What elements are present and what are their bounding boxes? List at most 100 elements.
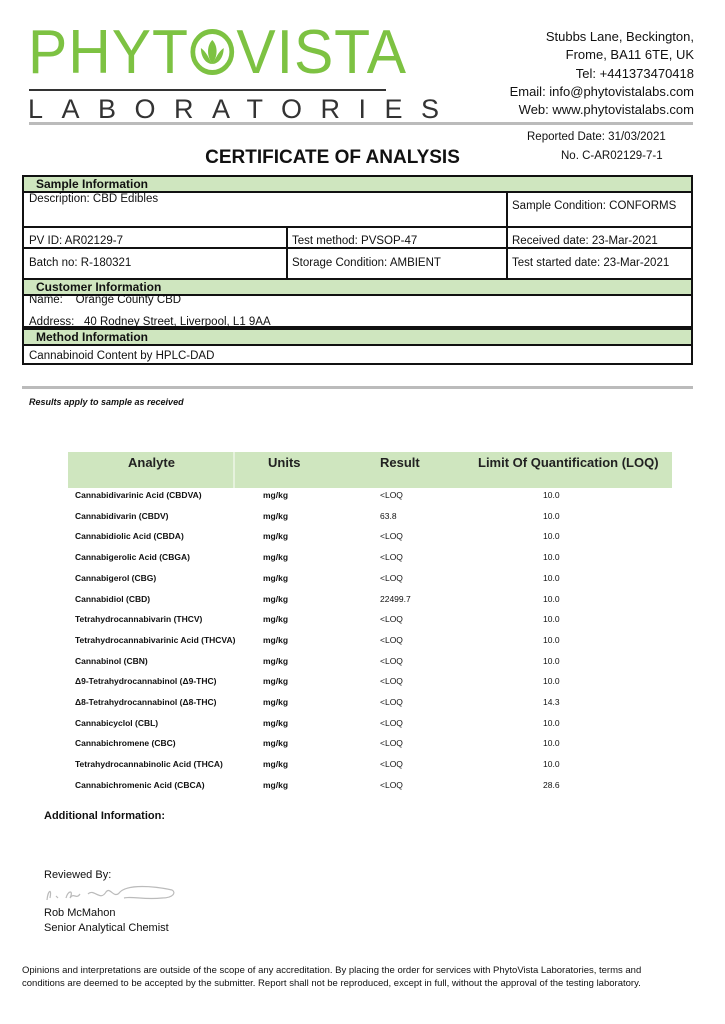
customer-information-box: Customer Information Name: Orange County… xyxy=(22,278,693,328)
test-started-date: Test started date: 23-Mar-2021 xyxy=(512,257,670,269)
cell-units: mg/kg xyxy=(263,572,289,583)
email: Email: info@phytovistalabs.com xyxy=(509,83,694,99)
leaf-logo-icon xyxy=(190,29,235,75)
cell-units: mg/kg xyxy=(263,697,289,707)
cell-result: <LOQ xyxy=(380,572,403,583)
cell-analyte: Cannabidiol (CBD) xyxy=(75,593,151,604)
cell-analyte: Cannabigerolic Acid (CBGA) xyxy=(75,552,190,563)
cell-units: mg/kg xyxy=(263,676,289,687)
cell-analyte: Tetrahydrocannabivarin (THCV) xyxy=(75,614,203,625)
cell-analyte: Cannabigerol (CBG) xyxy=(75,572,157,583)
cell-units: mg/kg xyxy=(263,779,289,790)
table-row: Cannabichromene (CBC) mg/kg <LOQ 10.0 xyxy=(75,738,675,758)
additional-information-label: Additional Information: xyxy=(44,810,165,822)
cell-result: <LOQ xyxy=(380,655,403,666)
test-method: Test method: PVSOP-47 xyxy=(292,235,418,247)
batch-number: Batch no: R-180321 xyxy=(29,257,132,269)
table-row: Cannabidiol (CBD) mg/kg 22499.7 10.0 xyxy=(75,594,675,614)
cell-units: mg/kg xyxy=(263,738,289,749)
cell-analyte: Cannabichromene (CBC) xyxy=(75,738,176,749)
table-row: Cannabigerolic Acid (CBGA) mg/kg <LOQ 10.0 xyxy=(75,552,675,572)
cell-units: mg/kg xyxy=(263,655,289,666)
cell-result: <LOQ xyxy=(380,717,403,728)
sample-information-box: Sample Information Description: CBD Edib… xyxy=(22,175,693,290)
method: Cannabinoid Content by HPLC-DAD xyxy=(29,350,215,362)
cell-result: <LOQ xyxy=(380,676,403,687)
signature xyxy=(46,885,175,901)
results-note: Results apply to sample as received xyxy=(29,397,184,407)
cell-units: mg/kg xyxy=(263,510,289,521)
column-header-loq: Limit Of Quantification (LOQ) xyxy=(478,455,659,470)
cell-loq: 10.0 xyxy=(543,759,560,770)
cell-loq: 10.0 xyxy=(543,738,560,749)
table-row: Tetrahydrocannabinolic Acid (THCA) mg/kg <… xyxy=(75,759,675,779)
table-row: Cannabidiolic Acid (CBDA) mg/kg <LOQ 10.0 xyxy=(75,531,675,551)
cell-loq: 10.0 xyxy=(543,490,560,500)
cell-units: mg/kg xyxy=(263,759,289,770)
section-heading: Sample Information xyxy=(24,177,691,193)
method-information-box: Method Information Cannabinoid Content b… xyxy=(22,328,693,365)
pv-id: PV ID: AR02129-7 xyxy=(29,235,123,247)
customer-name: Name: Orange County CBD xyxy=(29,294,182,306)
customer-address: Address: 40 Rodney Street, Liverpool, L1… xyxy=(29,316,271,328)
cell-result: <LOQ xyxy=(380,634,403,645)
page-title: CERTIFICATE OF ANALYSIS xyxy=(205,147,460,168)
cell-analyte: Δ8-Tetrahydrocannabinol (Δ8-THC) xyxy=(75,697,217,707)
cell-units: mg/kg xyxy=(263,531,289,542)
reported-date: Reported Date: 31/03/2021 xyxy=(527,131,666,143)
cell-result: <LOQ xyxy=(380,614,403,625)
table-row: Cannabidivarinic Acid (CBDVA) mg/kg <LOQ 10… xyxy=(75,490,675,510)
logo: PHYT VISTA xyxy=(28,18,407,87)
cell-analyte: Tetrahydrocannabinolic Acid (THCA) xyxy=(75,759,223,770)
sample-condition: Sample Condition: CONFORMS xyxy=(512,200,677,212)
column-header-result: Result xyxy=(380,455,420,470)
reviewed-by-label: Reviewed By: xyxy=(44,869,112,881)
cell-units: mg/kg xyxy=(263,614,289,625)
reviewer: Rob McMahon Senior Analytical Chemist xyxy=(44,906,169,936)
cell-loq: 10.0 xyxy=(543,510,560,521)
table-row: Cannabinol (CBN) mg/kg <LOQ 10.0 xyxy=(75,656,675,676)
cell-result: <LOQ xyxy=(380,779,403,790)
logo-subtext: LABORATORIES xyxy=(28,94,458,124)
address-line: Stubbs Lane, Beckington, xyxy=(545,29,694,44)
cell-analyte: Cannabicyclol (CBL) xyxy=(75,717,159,728)
cell-result: 22499.7 xyxy=(380,593,411,604)
cell-loq: 10.0 xyxy=(543,552,560,563)
cell-analyte: Tetrahydrocannabivarinic Acid (THCVA) xyxy=(75,634,236,645)
divider xyxy=(22,386,693,389)
table-row: Cannabidivarin (CBDV) mg/kg 63.8 10.0 xyxy=(75,511,675,531)
cell-loq: 10.0 xyxy=(543,676,560,687)
cell-units: mg/kg xyxy=(263,717,289,728)
cell-loq: 10.0 xyxy=(543,572,560,583)
reviewer-name: Rob McMahon xyxy=(44,907,116,919)
cell-result: <LOQ xyxy=(380,490,403,500)
cell-analyte: Cannabichromenic Acid (CBCA) xyxy=(75,779,205,790)
cell-units: mg/kg xyxy=(263,552,289,563)
cell-loq: 14.3 xyxy=(543,697,560,707)
cell-units: mg/kg xyxy=(263,634,289,645)
website: Web: www.phytovistalabs.com xyxy=(518,102,694,118)
cell-result: <LOQ xyxy=(380,531,403,542)
cell-analyte: Δ9-Tetrahydrocannabinol (Δ9-THC) xyxy=(75,676,217,687)
received-date: Received date: 23-Mar-2021 xyxy=(512,235,658,247)
cell-result: <LOQ xyxy=(380,552,403,563)
table-row: Δ9-Tetrahydrocannabinol (Δ9-THC) mg/kg <LO… xyxy=(75,676,675,696)
cell-loq: 10.0 xyxy=(543,634,560,645)
cell-analyte: Cannabinol (CBN) xyxy=(75,655,148,666)
report-number: No. C-AR02129-7-1 xyxy=(561,150,663,162)
section-heading: Customer Information xyxy=(24,280,691,296)
logo-divider xyxy=(29,89,386,91)
storage-condition: Storage Condition: AMBIENT xyxy=(292,257,441,269)
cell-analyte: Cannabidivarin (CBDV) xyxy=(75,510,169,521)
cell-loq: 10.0 xyxy=(543,531,560,542)
cell-result: 63.8 xyxy=(380,510,397,521)
table-row: Tetrahydrocannabivarin (THCV) mg/kg <LOQ 10… xyxy=(75,614,675,634)
cell-result: <LOQ xyxy=(380,697,403,707)
cell-loq: 10.0 xyxy=(543,593,560,604)
cell-loq: 28.6 xyxy=(543,779,560,790)
results-table-header: Analyte Units Result Limit Of Quantifica… xyxy=(68,452,672,488)
cell-loq: 10.0 xyxy=(543,717,560,728)
header-divider xyxy=(29,122,693,125)
cell-loq: 10.0 xyxy=(543,655,560,666)
